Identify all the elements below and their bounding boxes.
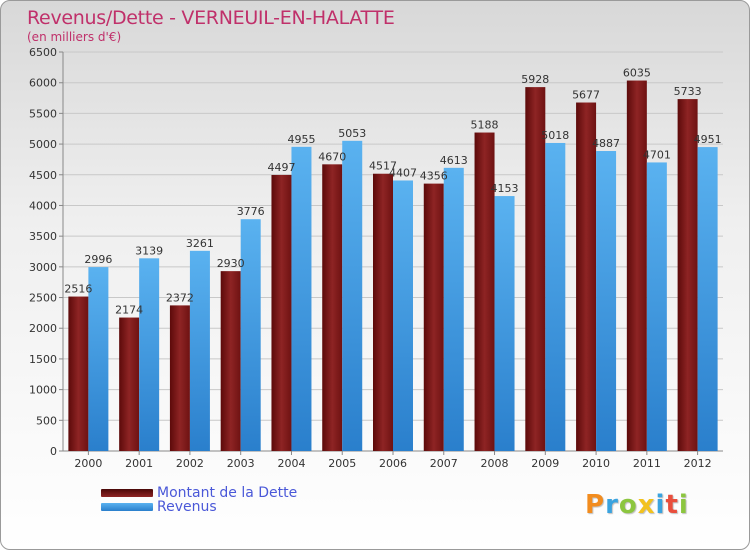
x-tick-label: 2005 bbox=[328, 457, 356, 470]
legend-item-dette: Montant de la Dette bbox=[101, 485, 298, 501]
bar-dette bbox=[220, 271, 241, 451]
bar-revenus bbox=[545, 142, 566, 452]
bar-dette bbox=[68, 296, 89, 451]
legend-label-dette: Montant de la Dette bbox=[157, 485, 298, 501]
bar-dette bbox=[474, 132, 495, 451]
data-label: 2174 bbox=[115, 304, 143, 317]
x-tick-label: 2009 bbox=[531, 457, 559, 470]
legend: Montant de la Dette Revenus bbox=[101, 485, 298, 515]
bar-revenus bbox=[443, 167, 464, 451]
y-tick-label: 500 bbox=[36, 414, 57, 427]
bar-revenus bbox=[88, 267, 109, 451]
chart-title: Revenus/Dette - VERNEUIL-EN-HALATTE bbox=[27, 7, 395, 29]
data-label: 4497 bbox=[267, 161, 295, 174]
logo-letter: i bbox=[655, 490, 666, 520]
data-label: 3776 bbox=[237, 205, 265, 218]
bar-dette bbox=[423, 183, 444, 451]
data-label: 4887 bbox=[592, 137, 620, 150]
bar-dette bbox=[677, 99, 698, 451]
x-tick-label: 2000 bbox=[74, 457, 102, 470]
logo-letter: x bbox=[637, 490, 656, 520]
data-label: 4153 bbox=[491, 182, 519, 195]
bar-revenus bbox=[646, 162, 667, 452]
x-tick-label: 2001 bbox=[125, 457, 153, 470]
y-tick-label: 1000 bbox=[29, 384, 57, 397]
x-tick-label: 2003 bbox=[227, 457, 255, 470]
data-label: 4517 bbox=[369, 160, 397, 173]
y-tick-label: 4000 bbox=[29, 199, 57, 212]
logo-letter: P bbox=[585, 490, 606, 520]
bar-dette bbox=[373, 173, 393, 451]
bar-dette bbox=[169, 305, 190, 451]
data-label: 6035 bbox=[623, 67, 651, 80]
bar-revenus bbox=[697, 147, 718, 451]
data-label: 5733 bbox=[674, 85, 702, 98]
bar-dette bbox=[322, 164, 343, 451]
y-tick-label: 1500 bbox=[29, 353, 57, 366]
data-label: 5677 bbox=[572, 89, 600, 102]
y-tick-label: 0 bbox=[50, 445, 57, 458]
x-tick-label: 2007 bbox=[430, 457, 458, 470]
bar-dette bbox=[119, 317, 140, 451]
bar-dette bbox=[271, 174, 292, 452]
logo-letter: r bbox=[605, 490, 619, 520]
x-tick-label: 2010 bbox=[582, 457, 610, 470]
x-tick-label: 2011 bbox=[633, 457, 661, 470]
data-label: 2516 bbox=[64, 283, 92, 296]
data-label: 5018 bbox=[541, 129, 569, 142]
y-tick-label: 2500 bbox=[29, 292, 57, 305]
bar-revenus bbox=[596, 151, 617, 452]
bar-dette bbox=[626, 80, 647, 451]
data-label: 3261 bbox=[186, 237, 214, 250]
bar-dette bbox=[576, 102, 597, 452]
bar-revenus bbox=[291, 146, 312, 451]
data-label: 5053 bbox=[338, 127, 366, 140]
data-label: 3139 bbox=[135, 244, 163, 257]
y-tick-label: 3500 bbox=[29, 230, 57, 243]
y-tick-label: 4500 bbox=[29, 169, 57, 182]
data-label: 5188 bbox=[471, 119, 499, 132]
legend-swatch-revenus bbox=[101, 503, 153, 511]
bar-revenus bbox=[342, 140, 363, 451]
data-label: 2930 bbox=[217, 257, 245, 270]
legend-item-revenus: Revenus bbox=[101, 499, 297, 515]
x-tick-label: 2008 bbox=[481, 457, 509, 470]
x-tick-label: 2004 bbox=[277, 457, 305, 470]
bar-revenus bbox=[189, 250, 210, 451]
y-tick-label: 2000 bbox=[29, 322, 57, 335]
y-tick-label: 5000 bbox=[29, 138, 57, 151]
y-tick-label: 6500 bbox=[29, 46, 57, 59]
data-label: 4955 bbox=[287, 133, 315, 146]
bar-revenus bbox=[393, 180, 413, 451]
data-label: 5928 bbox=[521, 73, 549, 86]
proxiti-logo: Proxiti bbox=[585, 490, 689, 520]
logo-letter: t bbox=[665, 490, 679, 520]
y-tick-label: 3000 bbox=[29, 261, 57, 274]
data-label: 4613 bbox=[440, 154, 468, 167]
y-tick-label: 5500 bbox=[29, 107, 57, 120]
data-label: 2996 bbox=[84, 253, 112, 266]
logo-letter: o bbox=[618, 490, 638, 520]
data-label: 4701 bbox=[643, 148, 671, 161]
data-label: 4951 bbox=[694, 133, 722, 146]
legend-label-revenus: Revenus bbox=[157, 499, 217, 515]
x-tick-label: 2002 bbox=[176, 457, 204, 470]
legend-swatch-dette bbox=[101, 489, 153, 497]
x-tick-label: 2006 bbox=[379, 457, 407, 470]
data-label: 4670 bbox=[318, 150, 346, 163]
data-label: 4407 bbox=[389, 166, 417, 179]
bar-revenus bbox=[494, 196, 515, 451]
data-label: 2372 bbox=[166, 291, 194, 304]
x-tick-label: 2012 bbox=[684, 457, 712, 470]
y-tick-label: 6000 bbox=[29, 77, 57, 90]
bar-dette bbox=[525, 87, 546, 451]
logo-letter: i bbox=[678, 490, 689, 520]
data-label: 4356 bbox=[420, 170, 448, 183]
bar-revenus bbox=[139, 258, 160, 451]
chart-subtitle: (en milliers d'€) bbox=[27, 30, 122, 44]
bar-revenus bbox=[240, 219, 261, 451]
